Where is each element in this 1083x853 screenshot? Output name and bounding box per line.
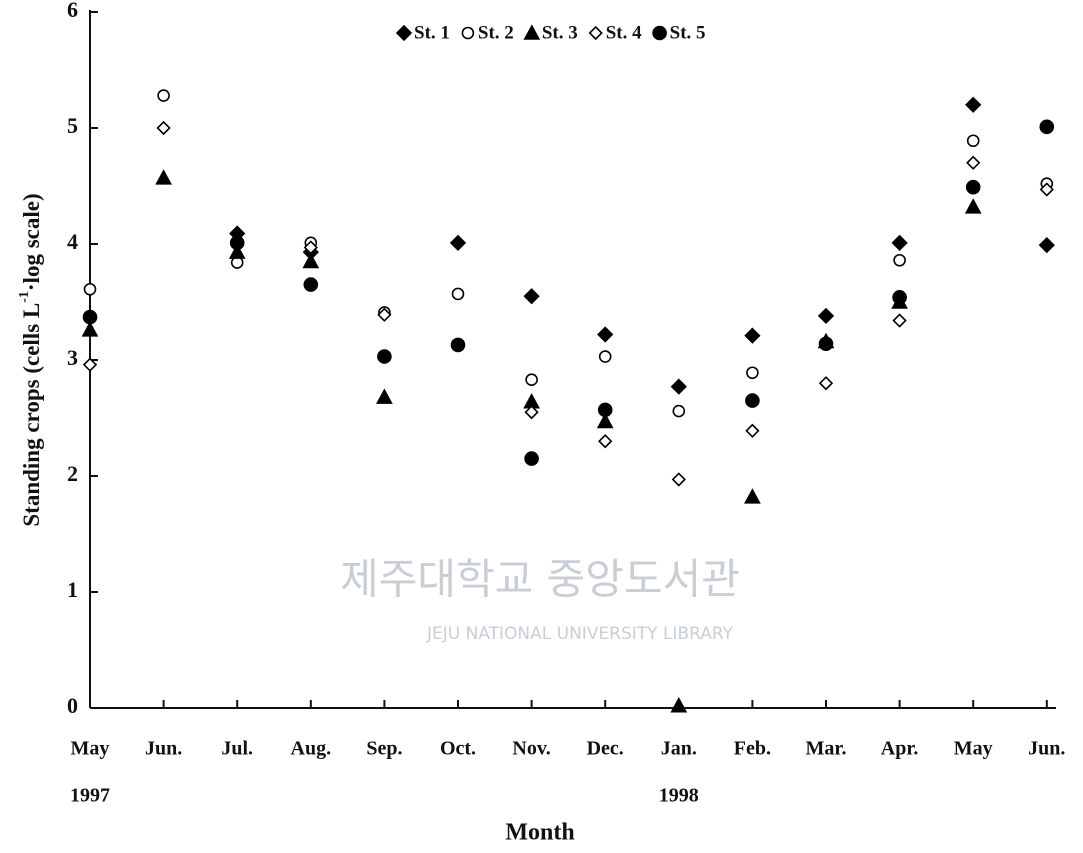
point — [449, 234, 467, 251]
point — [892, 290, 907, 305]
point — [670, 696, 688, 713]
point — [597, 326, 614, 343]
x-tick-label: Apr. — [881, 738, 919, 760]
point — [745, 423, 760, 438]
year-label: 1997 — [70, 785, 110, 807]
watermark-title: 제주대학교 중앙도서관 — [340, 555, 740, 604]
x-tick-label: May — [954, 738, 993, 760]
point — [303, 240, 318, 255]
x-tick-label: Oct. — [440, 738, 476, 760]
x-axis-label: Month — [505, 820, 574, 846]
legend-marker — [652, 25, 667, 41]
legend-label: St. 2 — [478, 22, 514, 43]
point — [598, 350, 612, 363]
y-tick-label: 0 — [67, 693, 78, 718]
point — [670, 378, 687, 395]
point — [672, 404, 686, 418]
point — [744, 488, 761, 504]
x-tick-label: Mar. — [806, 738, 847, 760]
point — [598, 434, 613, 449]
point — [525, 373, 538, 387]
x-tick-label: Aug. — [291, 738, 332, 760]
legend-label: St. 5 — [670, 22, 706, 43]
point — [893, 253, 906, 267]
point — [450, 337, 466, 353]
x-tick-label: Nov. — [512, 738, 550, 760]
legend-marker — [461, 26, 475, 40]
point — [228, 243, 246, 259]
y-axis-label-sup: -1 — [17, 291, 32, 303]
point — [1039, 182, 1054, 197]
point — [892, 313, 907, 328]
point — [744, 327, 761, 344]
point — [817, 307, 835, 325]
y-tick-label: 3 — [67, 345, 78, 370]
legend-marker — [395, 24, 413, 42]
point — [523, 288, 540, 305]
y-tick-label: 1 — [67, 577, 78, 602]
point — [596, 412, 614, 429]
point — [82, 357, 98, 372]
y-tick-label: 5 — [67, 113, 78, 138]
x-tick-label: Jan. — [661, 738, 697, 760]
y-tick-label: 2 — [67, 461, 78, 486]
point — [157, 89, 170, 102]
point — [82, 309, 98, 325]
y-tick-label: 6 — [67, 0, 78, 22]
legend-marker — [588, 25, 603, 41]
watermark-subtitle: JEJU NATIONAL UNIVERSITY LIBRARY — [426, 624, 734, 644]
x-tick-label: Jul. — [221, 738, 253, 760]
point — [155, 169, 172, 185]
point — [229, 235, 245, 251]
x-tick-label: Feb. — [734, 738, 771, 760]
year-label: 1998 — [659, 785, 699, 807]
point — [303, 277, 319, 292]
point — [891, 234, 908, 251]
x-tick-label: Dec. — [587, 738, 624, 760]
legend-label: St. 1 — [414, 22, 450, 43]
x-tick-label: Sep. — [366, 738, 402, 760]
y-axis-label-part: Standing crops (cells L — [19, 303, 44, 527]
legend-label: St. 3 — [542, 22, 578, 43]
point — [745, 393, 760, 408]
point — [1038, 237, 1055, 254]
x-tick-label: Jun. — [145, 738, 182, 760]
point — [746, 366, 759, 380]
point — [966, 155, 981, 170]
point — [671, 472, 686, 487]
point — [964, 198, 982, 214]
point — [597, 402, 613, 418]
point — [156, 120, 171, 136]
point — [376, 388, 393, 404]
point — [377, 349, 392, 364]
legend-marker — [523, 24, 541, 40]
legend-label: St. 4 — [606, 22, 642, 43]
y-axis-label: Standing crops (cells L-1·log scale) — [17, 193, 44, 526]
y-tick-label: 4 — [67, 229, 78, 254]
point — [302, 252, 320, 269]
point — [524, 451, 539, 466]
point — [966, 134, 980, 148]
point — [965, 96, 982, 113]
point — [818, 376, 834, 391]
point — [377, 307, 392, 322]
point — [451, 287, 465, 301]
x-tick-label: Jun. — [1028, 738, 1065, 760]
point — [83, 282, 97, 296]
point — [81, 321, 99, 337]
point — [965, 179, 981, 195]
x-tick-label: May — [71, 738, 110, 760]
point — [1039, 119, 1055, 135]
y-axis-label-part: ·log scale) — [19, 193, 44, 291]
point — [524, 405, 539, 420]
point — [818, 336, 834, 352]
